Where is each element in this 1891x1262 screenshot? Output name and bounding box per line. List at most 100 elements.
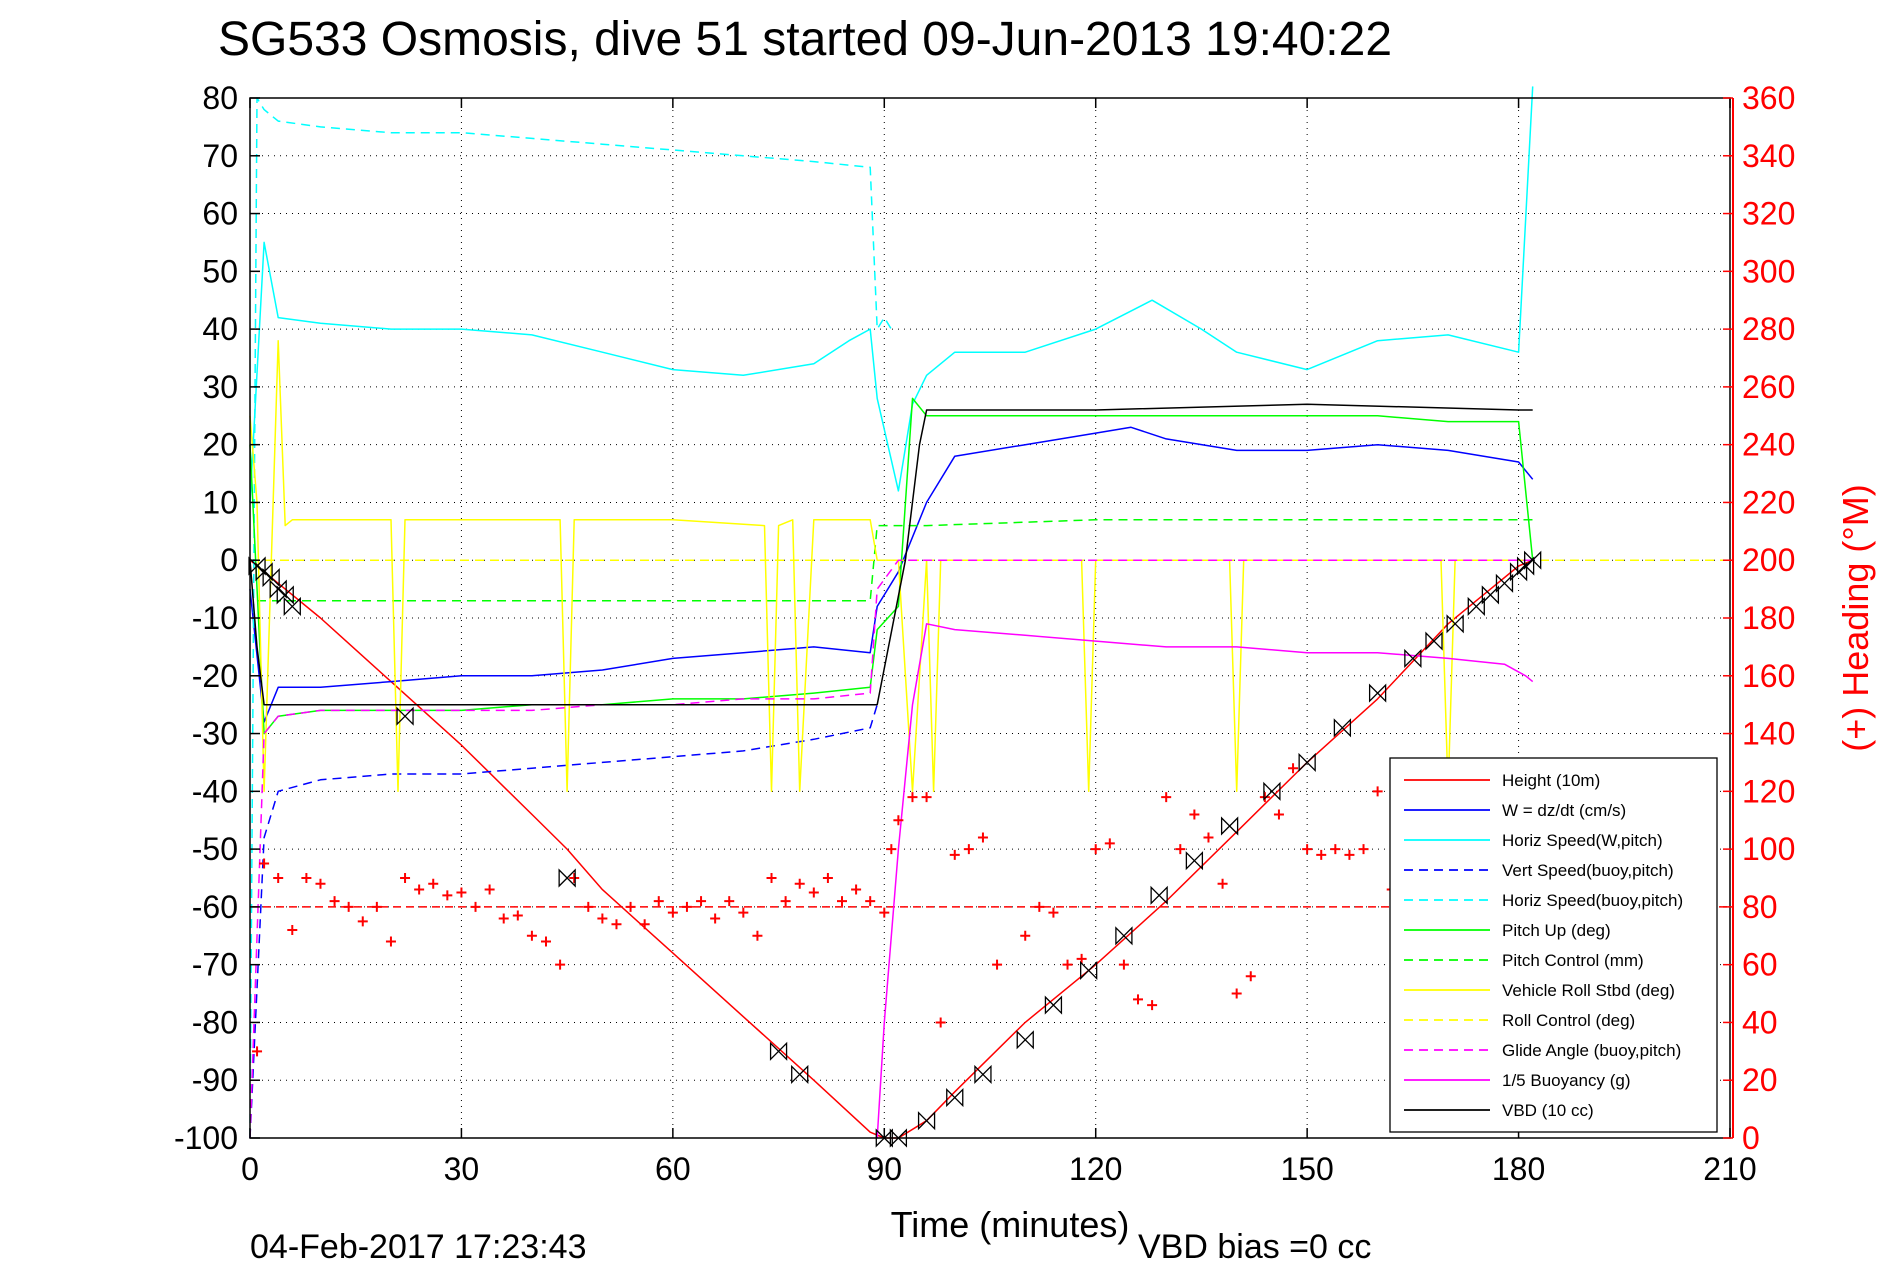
heading-point bbox=[1302, 844, 1313, 855]
heading-tick-label: 100 bbox=[1742, 831, 1795, 867]
heading-point bbox=[252, 1046, 263, 1057]
heading-point bbox=[992, 959, 1003, 970]
legend-label: Vehicle Roll Stbd (deg) bbox=[1502, 981, 1675, 1000]
depth-marker bbox=[946, 1087, 964, 1108]
depth-marker bbox=[1263, 781, 1281, 801]
y-tick-label: -100 bbox=[174, 1120, 238, 1156]
legend-label: 1/5 Buoyancy (g) bbox=[1502, 1071, 1631, 1090]
series-line-4 bbox=[249, 97, 892, 1139]
heading-point bbox=[935, 1017, 946, 1028]
heading-point bbox=[724, 896, 735, 907]
depth-marker bbox=[558, 868, 576, 888]
heading-point bbox=[287, 925, 298, 935]
heading-point bbox=[400, 873, 411, 883]
heading-point bbox=[1048, 907, 1059, 918]
depth-marker bbox=[1333, 718, 1352, 738]
y-tick-label: 80 bbox=[202, 80, 238, 116]
y-tick-label: -40 bbox=[192, 773, 238, 809]
y-tick-label: 0 bbox=[220, 542, 238, 578]
depth-marker bbox=[248, 556, 266, 576]
y-tick-label: 50 bbox=[202, 253, 238, 289]
depth-marker bbox=[974, 1064, 992, 1085]
heading-point bbox=[371, 901, 382, 912]
depth-marker bbox=[1467, 596, 1485, 617]
heading-point bbox=[1161, 792, 1172, 803]
series-line-10 bbox=[876, 623, 1534, 1139]
depth-marker bbox=[276, 585, 294, 605]
heading-tick-label: 340 bbox=[1742, 138, 1795, 174]
series-line-3 bbox=[249, 704, 878, 1139]
legend-label: Horiz Speed(W,pitch) bbox=[1502, 831, 1663, 850]
x-tick-label: 210 bbox=[1703, 1151, 1756, 1187]
heading-point bbox=[1175, 844, 1186, 855]
heading-tick-label: 120 bbox=[1742, 773, 1795, 809]
series-line-5 bbox=[249, 397, 1534, 735]
depth-marker bbox=[255, 562, 273, 582]
series-line-2 bbox=[249, 86, 1534, 503]
y-tick-label: 60 bbox=[202, 196, 238, 232]
heading-point bbox=[1217, 878, 1228, 889]
depth-marker bbox=[889, 1128, 908, 1148]
y-tick-label: 70 bbox=[202, 138, 238, 174]
depth-marker bbox=[1481, 585, 1500, 605]
heading-tick-label: 320 bbox=[1742, 196, 1795, 232]
depth-marker bbox=[262, 567, 280, 588]
heading-point bbox=[1344, 849, 1355, 860]
heading-point bbox=[1316, 849, 1327, 860]
heading-point bbox=[1358, 844, 1369, 855]
heading-point bbox=[1020, 930, 1031, 941]
heading-point bbox=[837, 896, 847, 907]
chart-title: SG533 Osmosis, dive 51 started 09-Jun-20… bbox=[218, 13, 1392, 66]
heading-point bbox=[907, 792, 918, 803]
depth-marker bbox=[769, 1041, 788, 1061]
heading-point bbox=[949, 849, 960, 860]
series-line-9 bbox=[249, 559, 1533, 1139]
heading-point bbox=[1330, 844, 1341, 855]
heading-point bbox=[611, 919, 622, 930]
heading-point bbox=[639, 919, 650, 930]
y-tick-label: 40 bbox=[202, 311, 238, 347]
heading-point bbox=[921, 792, 932, 803]
y-tick-label: -80 bbox=[192, 1004, 238, 1040]
heading-point bbox=[414, 884, 425, 895]
depth-marker bbox=[1115, 926, 1133, 946]
depth-markers bbox=[248, 550, 1542, 1148]
heading-tick-label: 240 bbox=[1742, 427, 1795, 463]
depth-marker bbox=[269, 579, 287, 599]
heading-point bbox=[329, 896, 340, 907]
legend-box bbox=[1389, 757, 1718, 1133]
heading-tick-label: 20 bbox=[1742, 1062, 1778, 1098]
heading-point bbox=[794, 878, 805, 889]
heading-point bbox=[667, 907, 678, 918]
heading-point bbox=[865, 896, 876, 907]
heading-tick-label: 160 bbox=[1742, 658, 1795, 694]
heading-point bbox=[738, 907, 749, 918]
footer-date: 04-Feb-2017 17:23:43 bbox=[250, 1228, 586, 1262]
heading-point bbox=[1076, 953, 1087, 964]
heading-point bbox=[963, 844, 974, 855]
right-axis-label: (+) Heading (°M) bbox=[1835, 484, 1876, 751]
heading-point bbox=[301, 873, 312, 883]
heading-tick-label: 140 bbox=[1742, 716, 1795, 752]
depth-marker bbox=[917, 1111, 936, 1131]
y-tick-label: -50 bbox=[192, 831, 238, 867]
x-tick-label: 60 bbox=[655, 1151, 691, 1187]
heading-point bbox=[1090, 844, 1101, 855]
depth-marker bbox=[1016, 1030, 1034, 1050]
depth-marker bbox=[1495, 573, 1514, 593]
heading-point bbox=[1147, 1000, 1158, 1011]
x-tick-label: 0 bbox=[241, 1151, 259, 1187]
heading-tick-label: 300 bbox=[1742, 253, 1795, 289]
heading-point bbox=[1259, 792, 1270, 803]
y-tick-label: 10 bbox=[202, 484, 238, 520]
heading-point bbox=[273, 873, 284, 883]
x-tick-label: 90 bbox=[866, 1151, 902, 1187]
depth-marker bbox=[1446, 614, 1464, 634]
heading-tick-label: 80 bbox=[1742, 889, 1778, 925]
heading-point bbox=[259, 858, 270, 869]
heading-point bbox=[710, 913, 721, 924]
heading-point bbox=[456, 887, 467, 898]
depth-marker bbox=[1185, 851, 1204, 871]
heading-tick-label: 360 bbox=[1742, 80, 1795, 116]
